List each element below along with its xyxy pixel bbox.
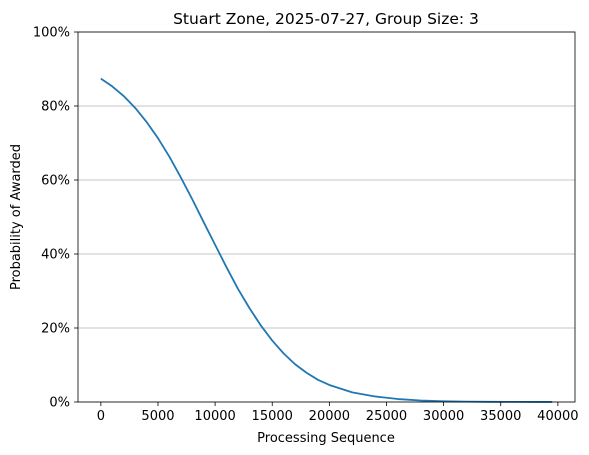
y-tick-label: 60%	[41, 174, 70, 189]
x-tick-label: 5000	[141, 409, 174, 424]
x-tick-label: 0	[97, 409, 105, 424]
x-tick-label: 30000	[423, 409, 464, 424]
y-tick-label: 80%	[41, 100, 70, 115]
series-layer	[100, 77, 553, 403]
series-line	[100, 77, 553, 403]
chart-title: Stuart Zone, 2025-07-27, Group Size: 3	[173, 10, 479, 28]
axes: 0 5000 10000 15000 20000 25000 30000 35000 40000…	[33, 26, 579, 425]
x-tick-label: 35000	[480, 409, 521, 424]
x-tick-label: 10000	[194, 409, 235, 424]
y-tick-label: 100%	[33, 26, 70, 41]
x-axis-label: Processing Sequence	[257, 431, 395, 446]
y-tick-label: 40%	[41, 248, 70, 263]
x-tick-label: 15000	[252, 409, 293, 424]
plot-frame	[77, 31, 576, 403]
y-tick-label: 0%	[49, 396, 70, 411]
x-tick-label: 40000	[537, 409, 578, 424]
y-tick-label: 20%	[41, 322, 70, 337]
x-tick-label: 20000	[309, 409, 350, 424]
y-axis-label: Probability of Awarded	[9, 144, 24, 290]
x-tick-label: 25000	[366, 409, 407, 424]
